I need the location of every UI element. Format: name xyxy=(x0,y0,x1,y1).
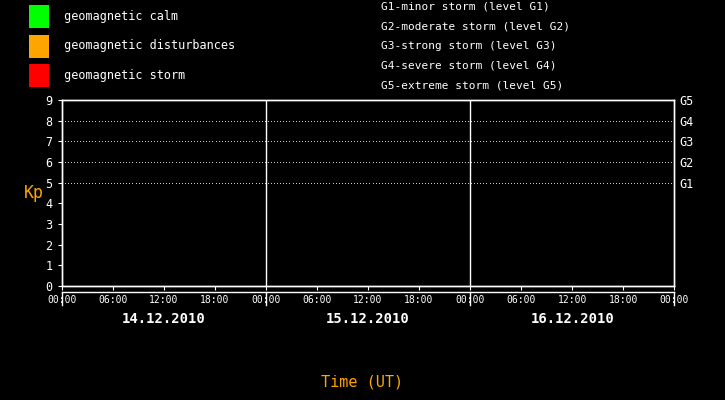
Text: Time (UT): Time (UT) xyxy=(321,374,404,390)
Text: G3-strong storm (level G3): G3-strong storm (level G3) xyxy=(381,41,556,51)
Text: G4-severe storm (level G4): G4-severe storm (level G4) xyxy=(381,61,556,71)
Text: G2-moderate storm (level G2): G2-moderate storm (level G2) xyxy=(381,21,570,31)
Text: geomagnetic disturbances: geomagnetic disturbances xyxy=(57,40,235,52)
Bar xyxy=(29,64,49,87)
Text: G5-extreme storm (level G5): G5-extreme storm (level G5) xyxy=(381,80,563,90)
Text: geomagnetic calm: geomagnetic calm xyxy=(57,10,178,23)
Y-axis label: Kp: Kp xyxy=(25,184,44,202)
Text: G1-minor storm (level G1): G1-minor storm (level G1) xyxy=(381,2,550,12)
Text: geomagnetic storm: geomagnetic storm xyxy=(57,69,185,82)
Text: 16.12.2010: 16.12.2010 xyxy=(530,312,614,326)
Text: 15.12.2010: 15.12.2010 xyxy=(326,312,410,326)
Bar xyxy=(29,34,49,58)
Text: 14.12.2010: 14.12.2010 xyxy=(122,312,206,326)
Bar xyxy=(29,5,49,28)
